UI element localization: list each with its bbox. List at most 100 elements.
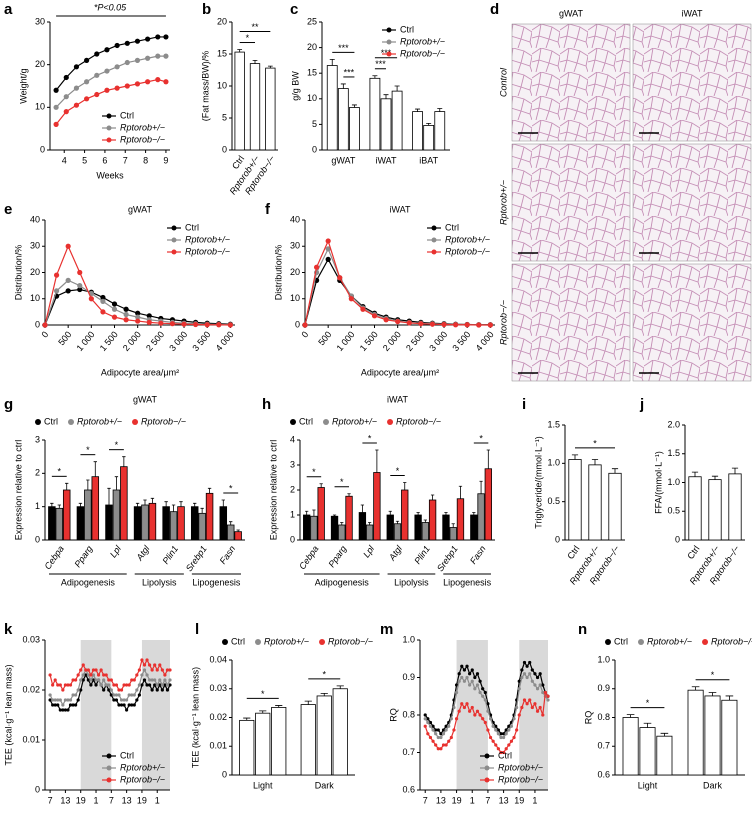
error-bar — [78, 502, 83, 507]
panel-letter: h — [262, 396, 271, 413]
data-point — [465, 675, 469, 680]
data-point — [470, 705, 474, 710]
data-point — [491, 724, 495, 728]
error-bar — [395, 520, 400, 524]
bar — [300, 704, 316, 776]
data-point — [457, 672, 461, 676]
x-tick-label: 1 500 — [358, 329, 380, 353]
bar — [470, 514, 478, 541]
data-point — [94, 51, 100, 57]
data-point — [91, 678, 96, 682]
y-axis-label: g/g BW — [290, 71, 300, 101]
group-label: Adipogenesis — [61, 577, 116, 587]
bar — [421, 522, 430, 541]
x-tick-label: 2 500 — [404, 329, 426, 353]
data-point — [160, 683, 164, 687]
data-point — [96, 673, 101, 677]
legend-label: Rptorob−/− — [328, 636, 373, 646]
data-point — [168, 678, 172, 682]
legend-label: Rptorob−/− — [396, 416, 441, 426]
legend-label: Rptorob−/− — [400, 48, 445, 58]
y-tick-label: 0 — [295, 319, 300, 329]
data-point — [441, 732, 446, 736]
data-point — [145, 658, 149, 662]
data-point — [89, 683, 93, 687]
data-point — [123, 311, 129, 318]
significance-label: * — [58, 467, 62, 477]
data-point — [543, 690, 547, 695]
legend-label: Ctrl — [445, 222, 459, 232]
data-point — [525, 664, 529, 668]
legend-label: Ctrl — [498, 750, 512, 760]
y-tick-label: 10 — [307, 93, 317, 103]
data-point — [142, 678, 147, 682]
data-point — [58, 698, 62, 702]
data-point — [53, 698, 57, 702]
data-point — [135, 314, 141, 320]
data-point — [111, 314, 118, 320]
legend-label: Rptorob+/− — [120, 762, 165, 772]
error-bar — [725, 695, 734, 701]
legend-marker — [431, 225, 437, 231]
data-point — [337, 275, 343, 281]
error-bar — [122, 456, 126, 467]
legend-label: Rptorob+/− — [445, 234, 490, 244]
data-point — [528, 660, 532, 665]
significance-label: * — [322, 669, 326, 679]
error-bar — [430, 494, 435, 500]
data-point — [150, 668, 154, 672]
bar — [239, 719, 255, 776]
data-point — [325, 246, 331, 252]
data-point — [58, 708, 62, 712]
data-point — [525, 675, 529, 680]
data-point — [145, 36, 151, 42]
x-tick-label: 2 500 — [144, 329, 166, 353]
data-point — [104, 68, 110, 74]
error-bar — [236, 529, 240, 532]
data-point — [486, 728, 490, 732]
data-point — [468, 683, 472, 687]
y-tick-label: 0 — [290, 534, 295, 544]
data-point — [61, 703, 65, 707]
data-point — [150, 688, 154, 692]
data-point — [155, 688, 159, 692]
x-tick-label: 7 — [123, 155, 128, 165]
y-tick-label: 30 — [35, 16, 45, 26]
significance-label: * — [368, 433, 372, 443]
data-point — [360, 306, 366, 312]
y-tick-label: 10 — [290, 293, 300, 303]
x-tick-label: Lpl — [108, 543, 124, 559]
data-point — [53, 703, 57, 707]
data-point — [91, 668, 96, 672]
error-bar — [444, 512, 448, 515]
data-point — [371, 313, 378, 319]
data-point — [124, 59, 130, 66]
data-point — [107, 688, 111, 692]
data-point — [522, 660, 527, 665]
data-point — [63, 94, 69, 100]
data-point — [460, 702, 464, 706]
data-point — [504, 728, 508, 732]
data-point — [91, 673, 96, 677]
data-point — [77, 286, 83, 293]
data-point — [509, 739, 514, 743]
data-point — [168, 683, 172, 687]
bar — [434, 111, 446, 151]
error-bar — [107, 487, 111, 505]
legend-marker — [484, 765, 490, 771]
x-tick-label: Lpl — [361, 543, 377, 559]
data-point — [104, 87, 110, 93]
legend-marker — [171, 225, 177, 231]
legend-marker — [484, 753, 490, 759]
data-point — [63, 74, 69, 81]
data-point — [507, 724, 511, 728]
x-tick-label: 7 — [109, 795, 114, 805]
data-point — [302, 322, 308, 328]
legend-label: Rptorob−/− — [711, 636, 752, 646]
data-point — [96, 678, 101, 682]
x-tick-label: Plin1 — [412, 544, 432, 566]
data-point — [439, 735, 443, 740]
data-point — [74, 693, 78, 697]
error-bar — [229, 521, 233, 525]
error-bar — [193, 502, 197, 507]
